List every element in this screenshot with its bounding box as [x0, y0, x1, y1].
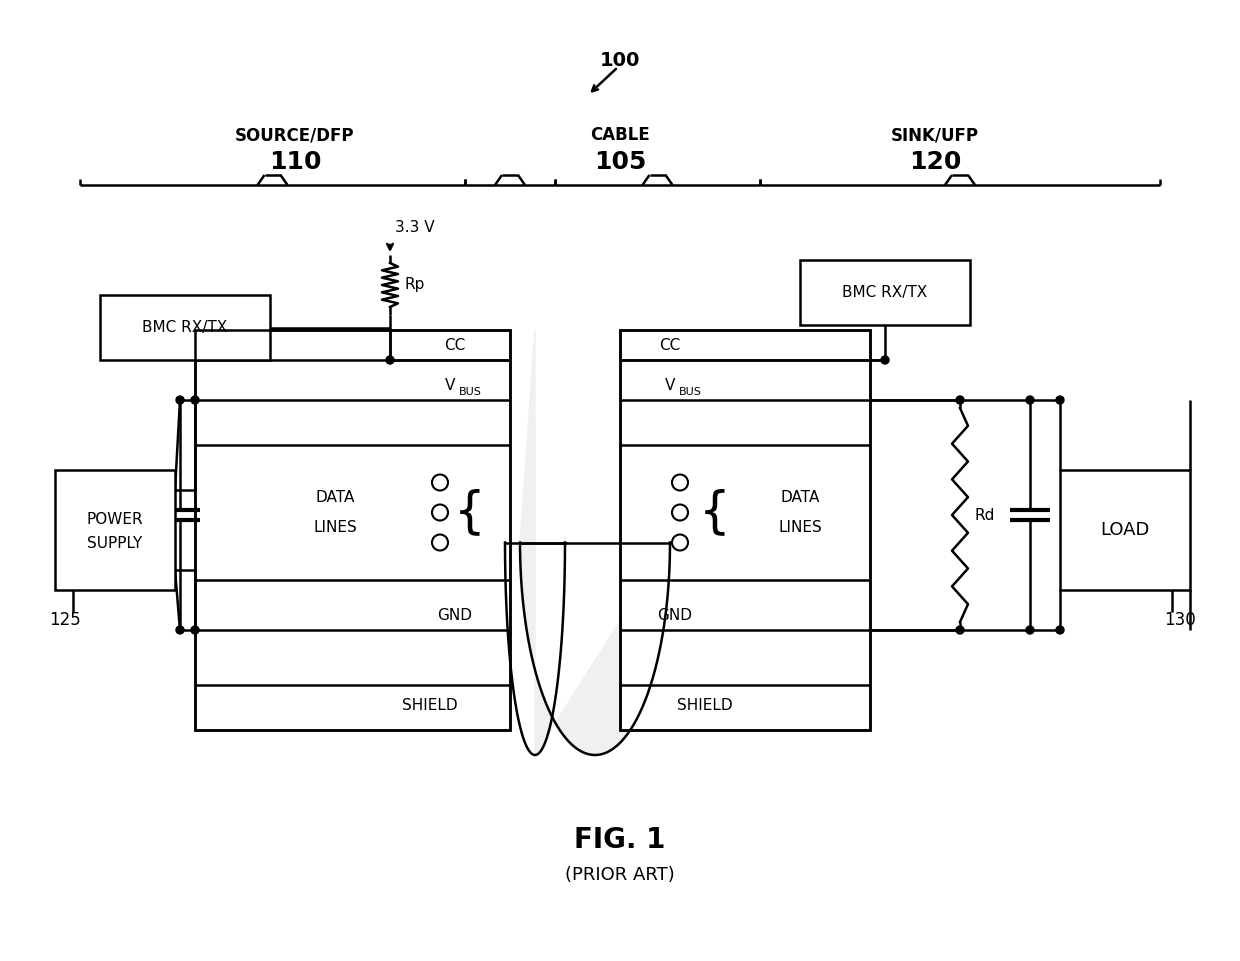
Circle shape	[1025, 396, 1034, 404]
Circle shape	[672, 505, 688, 521]
Circle shape	[1025, 626, 1034, 634]
Text: SHIELD: SHIELD	[677, 698, 733, 712]
Text: LINES: LINES	[779, 520, 822, 535]
Text: LOAD: LOAD	[1100, 521, 1149, 539]
Text: BMC RX/TX: BMC RX/TX	[143, 320, 228, 335]
Circle shape	[1056, 626, 1064, 634]
Text: 105: 105	[594, 150, 646, 174]
Text: POWER: POWER	[87, 512, 144, 528]
Text: {: {	[699, 488, 730, 536]
Bar	[195, 330, 510, 730]
Text: GND: GND	[657, 607, 692, 623]
Text: FIG. 1: FIG. 1	[574, 826, 666, 854]
Text: 120: 120	[909, 150, 961, 174]
Bar	[1060, 470, 1190, 590]
Text: LINES: LINES	[314, 520, 357, 535]
Bar	[620, 330, 870, 730]
Bar	[100, 295, 270, 360]
Circle shape	[432, 475, 448, 490]
Text: SINK/UFP: SINK/UFP	[892, 126, 980, 144]
Text: 110: 110	[269, 150, 321, 174]
Text: BUS: BUS	[678, 387, 702, 397]
Circle shape	[191, 396, 198, 404]
Text: {: {	[454, 488, 486, 536]
Text: V: V	[665, 378, 676, 392]
Circle shape	[432, 534, 448, 551]
Text: SUPPLY: SUPPLY	[87, 536, 143, 552]
Text: DATA: DATA	[315, 490, 355, 505]
Text: 100: 100	[600, 51, 640, 69]
Polygon shape	[520, 330, 670, 755]
Circle shape	[176, 626, 184, 634]
Circle shape	[880, 356, 889, 364]
Circle shape	[1056, 396, 1064, 404]
Text: Rp: Rp	[404, 278, 424, 292]
Circle shape	[432, 505, 448, 521]
Text: CC: CC	[444, 337, 466, 353]
Circle shape	[672, 534, 688, 551]
Text: (PRIOR ART): (PRIOR ART)	[565, 866, 675, 884]
Circle shape	[386, 356, 394, 364]
Bar	[800, 260, 970, 325]
Text: SHIELD: SHIELD	[402, 698, 458, 712]
Text: CC: CC	[660, 337, 681, 353]
Bar	[55, 470, 175, 590]
Circle shape	[956, 396, 963, 404]
Text: V: V	[445, 378, 455, 392]
Text: BUS: BUS	[459, 387, 481, 397]
Text: CABLE: CABLE	[590, 126, 650, 144]
Circle shape	[672, 475, 688, 490]
Text: 130: 130	[1164, 611, 1195, 629]
Text: SOURCE/DFP: SOURCE/DFP	[236, 126, 355, 144]
Bar	[620, 330, 870, 730]
Text: DATA: DATA	[780, 490, 820, 505]
Circle shape	[176, 396, 184, 404]
Text: 125: 125	[50, 611, 81, 629]
Text: GND: GND	[438, 607, 472, 623]
Text: Rd: Rd	[973, 507, 994, 523]
Circle shape	[191, 626, 198, 634]
Circle shape	[956, 626, 963, 634]
Bar	[195, 330, 510, 730]
Text: BMC RX/TX: BMC RX/TX	[842, 285, 928, 300]
Text: 3.3 V: 3.3 V	[396, 220, 435, 235]
